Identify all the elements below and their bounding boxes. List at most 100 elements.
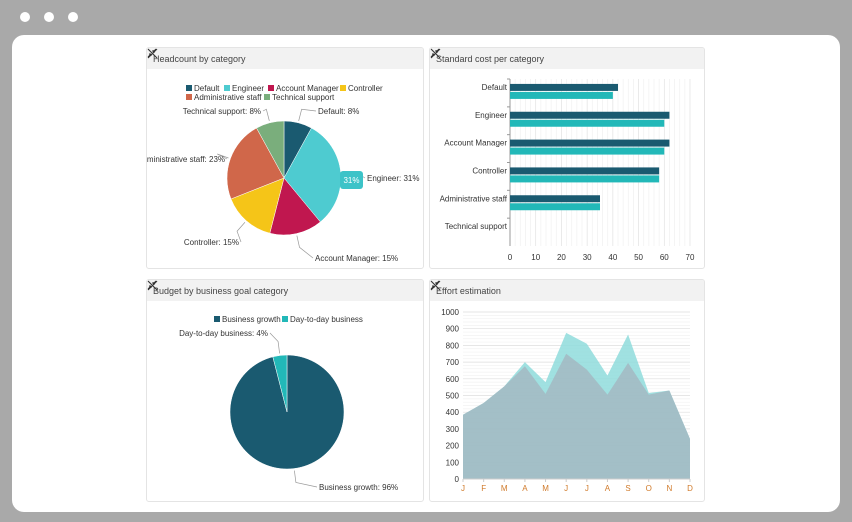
- x-tick-label: 70: [686, 253, 695, 262]
- tooltip-text: 31%: [343, 176, 359, 185]
- bar: [510, 203, 600, 211]
- leader-line: [217, 153, 229, 160]
- widget-panel: Standard cost per category Default Engine…: [429, 47, 705, 269]
- bar: [510, 91, 613, 99]
- category-label: Default: [482, 83, 508, 92]
- legend-swatch: [282, 316, 288, 322]
- legend-swatch: [268, 85, 274, 91]
- legend-entry: Controller: [348, 84, 383, 93]
- x-tick-label: 50: [634, 253, 643, 262]
- legend-entry: Administrative staff: [194, 93, 262, 102]
- legend-swatch: [186, 85, 192, 91]
- data-label: Default: 8%: [318, 107, 359, 116]
- x-tick-label: M: [542, 484, 549, 493]
- category-label: Engineer: [475, 111, 507, 120]
- panel-title: Budget by business goal category: [153, 285, 289, 296]
- category-label: Account Manager: [444, 139, 507, 148]
- x-tick-label: O: [646, 484, 652, 493]
- category-label: Administrative staff: [440, 194, 508, 203]
- pie-slice: [256, 120, 285, 179]
- data-label: Business growth: 96%: [319, 483, 398, 492]
- panel-header: Budget by business goal category: [147, 280, 423, 301]
- y-tick-label: 800: [446, 341, 460, 350]
- x-tick-label: A: [605, 484, 611, 493]
- legend-swatch: [214, 316, 220, 322]
- bar: [510, 195, 600, 203]
- widget-panel: Headcount by category Default Engineer Acc…: [146, 47, 424, 269]
- widget-panel: Budget by business goal category Busines…: [146, 279, 424, 502]
- x-tick-label: 30: [583, 253, 592, 262]
- legend-swatch: [224, 85, 230, 91]
- pie-slice: [269, 177, 321, 236]
- x-tick-label: A: [522, 484, 528, 493]
- legend-entry: Account Manager: [276, 84, 339, 93]
- area-series: [463, 353, 690, 479]
- widget-panel: Effort estimation 0 100 200 300 400 500 600 700…: [429, 279, 705, 502]
- y-tick-label: 500: [446, 392, 460, 401]
- x-tick-label: 0: [508, 253, 513, 262]
- close-icon[interactable]: [430, 48, 698, 66]
- x-tick-label: J: [585, 484, 589, 493]
- chart-svg: Default Engineer Account Manager Controller…: [440, 78, 695, 262]
- x-tick-label: 10: [531, 253, 540, 262]
- data-label: Engineer: 31%: [367, 174, 419, 183]
- x-tick-label: 60: [660, 253, 669, 262]
- x-tick-label: D: [687, 484, 693, 493]
- leader-line: [294, 470, 318, 488]
- chart-svg: Business growth Day-to-day business Busine…: [179, 315, 398, 492]
- y-tick-label: 900: [446, 325, 460, 334]
- window-dot: [20, 12, 30, 22]
- legend-entry: Technical support: [272, 93, 335, 102]
- legend-swatch: [186, 94, 192, 100]
- tooltip: 31%: [340, 171, 363, 189]
- bar: [510, 83, 618, 91]
- y-tick-label: 100: [446, 458, 460, 467]
- bar: [510, 139, 670, 147]
- leader-line: [298, 108, 317, 121]
- panel-title: Headcount by category: [153, 53, 246, 64]
- close-icon[interactable]: [430, 280, 698, 298]
- pie-slice: [230, 177, 285, 234]
- legend-entry: Day-to-day business: [290, 315, 363, 324]
- y-tick-label: 1000: [441, 308, 459, 317]
- pie-slice: [272, 354, 288, 413]
- dashboard: [12, 35, 840, 512]
- data-label: Day-to-day business: 4%: [179, 329, 268, 338]
- y-tick-label: 0: [455, 475, 460, 484]
- leader-line: [296, 235, 314, 259]
- chart-svg: 0 100 200 300 400 500 600 700 800 900 1000 J F M A M J J A…: [441, 308, 693, 493]
- category-label: Technical support: [445, 222, 508, 231]
- legend-swatch: [264, 94, 270, 100]
- bar: [510, 111, 670, 119]
- panel-header: Standard cost per category: [430, 48, 704, 69]
- x-tick-label: S: [625, 484, 630, 493]
- y-tick-label: 300: [446, 425, 460, 434]
- y-tick-label: 700: [446, 358, 460, 367]
- close-icon[interactable]: [147, 48, 417, 66]
- leader-line: [236, 222, 246, 243]
- data-label: Technical support: 8%: [183, 107, 261, 116]
- legend-entry: Business growth: [222, 315, 281, 324]
- panel-title: Effort estimation: [436, 285, 501, 296]
- close-icon[interactable]: [147, 280, 417, 298]
- leader-line: [262, 108, 270, 121]
- x-tick-label: 20: [557, 253, 566, 262]
- category-label: Controller: [472, 166, 507, 175]
- x-tick-label: 40: [608, 253, 617, 262]
- y-tick-label: 200: [446, 442, 460, 451]
- x-tick-label: M: [501, 484, 508, 493]
- panel-header: Effort estimation: [430, 280, 704, 301]
- window-dot: [44, 12, 54, 22]
- leader-line: [269, 332, 280, 354]
- data-label: Account Manager: 15%: [315, 254, 398, 263]
- bar: [510, 147, 665, 155]
- y-tick-label: 400: [446, 408, 460, 417]
- legend-entry: Engineer: [232, 84, 264, 93]
- chart-svg: Default Engineer Account Manager Controller…: [147, 84, 419, 263]
- bar: [510, 175, 660, 183]
- x-tick-label: J: [564, 484, 568, 493]
- panel-header: Headcount by category: [147, 48, 423, 69]
- y-tick-label: 600: [446, 375, 460, 384]
- pie-slice: [226, 127, 285, 200]
- x-tick-label: J: [461, 484, 465, 493]
